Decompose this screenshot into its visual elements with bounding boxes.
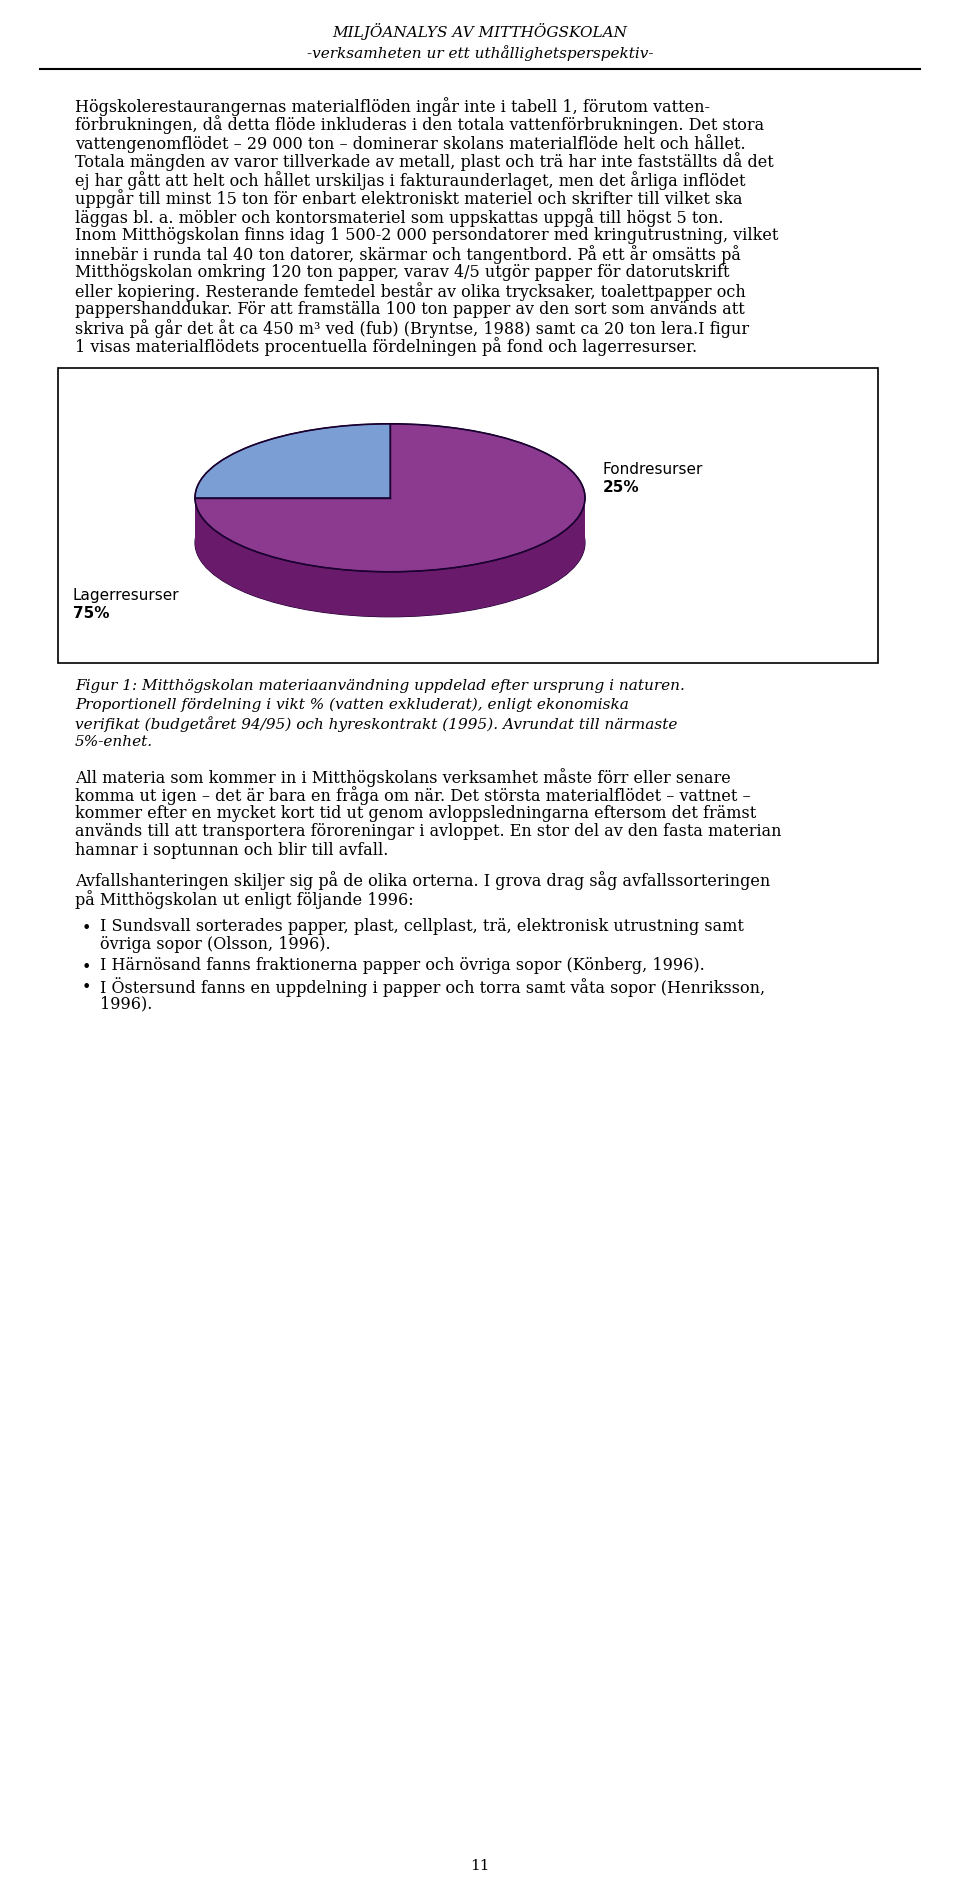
Text: pappershanddukar. För att framställa 100 ton papper av den sort som används att: pappershanddukar. För att framställa 100… [75,300,745,317]
Text: kommer efter en mycket kort tid ut genom avloppsledningarna eftersom det främst: kommer efter en mycket kort tid ut genom… [75,804,756,821]
Text: innebär i runda tal 40 ton datorer, skärmar och tangentbord. På ett år omsätts p: innebär i runda tal 40 ton datorer, skär… [75,245,741,264]
Text: vattengenomflödet – 29 000 ton – dominerar skolans materialflöde helt och hållet: vattengenomflödet – 29 000 ton – dominer… [75,133,746,152]
Text: används till att transportera föroreningar i avloppet. En stor del av den fasta : används till att transportera förorening… [75,823,781,840]
Text: Lagerresurser: Lagerresurser [73,587,180,603]
Text: förbrukningen, då detta flöde inkluderas i den totala vattenförbrukningen. Det s: förbrukningen, då detta flöde inkluderas… [75,116,764,135]
Text: Högskolerestaurangernas materialflöden ingår inte i tabell 1, förutom vatten-: Högskolerestaurangernas materialflöden i… [75,97,710,116]
Text: läggas bl. a. möbler och kontorsmateriel som uppskattas uppgå till högst 5 ton.: läggas bl. a. möbler och kontorsmateriel… [75,207,724,226]
Text: Mitthögskolan omkring 120 ton papper, varav 4/5 utgör papper för datorutskrift: Mitthögskolan omkring 120 ton papper, va… [75,264,730,281]
Text: Proportionell fördelning i vikt % (vatten exkluderat), enligt ekonomiska: Proportionell fördelning i vikt % (vatte… [75,698,629,711]
Text: verifikat (budgetåret 94/95) och hyreskontrakt (1995). Avrundat till närmaste: verifikat (budgetåret 94/95) och hyresko… [75,717,678,732]
Text: eller kopiering. Resterande femtedel består av olika trycksaker, toalettpapper o: eller kopiering. Resterande femtedel bes… [75,281,746,300]
Text: Avfallshanteringen skiljer sig på de olika orterna. I grova drag såg avfallssort: Avfallshanteringen skiljer sig på de oli… [75,871,770,890]
Text: •: • [82,958,91,975]
Polygon shape [195,496,585,616]
Text: I Sundsvall sorterades papper, plast, cellplast, trä, elektronisk utrustning sam: I Sundsvall sorterades papper, plast, ce… [100,918,744,935]
Text: 75%: 75% [73,606,109,620]
Text: övriga sopor (Olsson, 1996).: övriga sopor (Olsson, 1996). [100,935,330,952]
Polygon shape [195,424,390,498]
Bar [58,369,878,663]
Text: I Östersund fanns en uppdelning i papper och torra samt våta sopor (Henriksson,: I Östersund fanns en uppdelning i papper… [100,977,765,996]
Text: -verksamheten ur ett uthållighetsperspektiv-: -verksamheten ur ett uthållighetsperspek… [307,46,653,61]
Text: MILJÖANALYS AV MITTHÖGSKOLAN: MILJÖANALYS AV MITTHÖGSKOLAN [332,23,628,40]
Text: 1996).: 1996). [100,996,153,1013]
Text: på Mitthögskolan ut enligt följande 1996:: på Mitthögskolan ut enligt följande 1996… [75,890,414,909]
Text: ej har gått att helt och hållet urskiljas i fakturaunderlaget, men det årliga in: ej har gått att helt och hållet urskilja… [75,171,746,190]
Text: Fondresurser: Fondresurser [603,462,704,477]
Text: komma ut igen – det är bara en fråga om när. Det största materialflödet – vattne: komma ut igen – det är bara en fråga om … [75,787,751,806]
Text: •: • [82,979,91,996]
Text: 1 visas materialflödets procentuella fördelningen på fond och lagerresurser.: 1 visas materialflödets procentuella för… [75,338,697,355]
Text: 25%: 25% [603,481,639,496]
Text: •: • [82,920,91,937]
Ellipse shape [195,470,585,616]
Text: uppgår till minst 15 ton för enbart elektroniskt materiel och skrifter till vilk: uppgår till minst 15 ton för enbart elek… [75,190,742,209]
Text: All materia som kommer in i Mitthögskolans verksamhet måste förr eller senare: All materia som kommer in i Mitthögskola… [75,768,731,787]
Text: 11: 11 [470,1859,490,1872]
Text: 5%-enhet.: 5%-enhet. [75,734,154,749]
Text: Totala mängden av varor tillverkade av metall, plast och trä har inte fastställt: Totala mängden av varor tillverkade av m… [75,152,774,171]
Polygon shape [195,424,585,572]
Text: Inom Mitthögskolan finns idag 1 500-2 000 persondatorer med kringutrustning, vil: Inom Mitthögskolan finns idag 1 500-2 00… [75,226,779,243]
Text: I Härnösand fanns fraktionerna papper och övriga sopor (Könberg, 1996).: I Härnösand fanns fraktionerna papper oc… [100,956,705,973]
Text: Figur 1: Mitthögskolan materiaanvändning uppdelad efter ursprung i naturen.: Figur 1: Mitthögskolan materiaanvändning… [75,679,684,694]
Text: skriva på går det åt ca 450 m³ ved (fub) (Bryntse, 1988) samt ca 20 ton lera.I f: skriva på går det åt ca 450 m³ ved (fub)… [75,319,749,338]
Text: hamnar i soptunnan och blir till avfall.: hamnar i soptunnan och blir till avfall. [75,842,389,859]
